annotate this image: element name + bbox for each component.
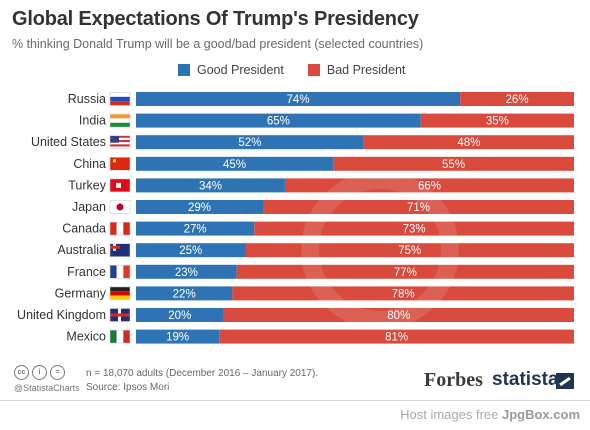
data-label-good: 22% [173, 288, 196, 300]
data-label-bad: 55% [442, 159, 465, 171]
data-label-good: 52% [238, 137, 261, 149]
category-label: United Kingdom [17, 308, 106, 322]
data-label-good: 23% [175, 267, 198, 279]
bar-bad-china [333, 156, 574, 171]
sample-note: n = 18,070 adults (December 2016 – Janua… [86, 368, 319, 379]
data-label-bad: 75% [398, 245, 421, 257]
statista-handle: @StatistaCharts [14, 383, 80, 393]
data-label-good: 25% [179, 245, 202, 257]
watermark-text: Host images free [400, 407, 502, 422]
flag-icon-Turkey [109, 178, 131, 193]
statista-watermark-icon [301, 171, 459, 329]
bar-bad-mexico [219, 329, 574, 344]
attribution-icon: i [32, 365, 47, 380]
flag-icon-Canada [109, 221, 131, 236]
category-label: Turkey [68, 178, 106, 192]
bar-good-canada [136, 221, 255, 236]
source-note: Source: Ipsos Mori [86, 382, 170, 393]
flag-icon-France [109, 264, 131, 279]
bar-good-india [136, 113, 421, 128]
data-label-good: 19% [166, 332, 189, 344]
flag-icon-Germany [109, 286, 131, 301]
category-label: Australia [57, 243, 106, 257]
no-derivatives-icon: = [50, 365, 65, 380]
category-label: Mexico [66, 330, 106, 344]
data-label-good: 20% [168, 310, 191, 322]
bar-bad-france [236, 264, 575, 279]
data-label-good: 27% [184, 224, 207, 236]
category-label: Russia [68, 92, 106, 106]
statista-logo: statista [492, 369, 559, 390]
data-label-bad: 26% [506, 94, 529, 106]
bar-bad-germany [232, 286, 575, 301]
forbes-logo: Forbes [424, 369, 483, 391]
stacked-bar-chart: Russia 74% 26% India 65% 35% United States 52% 4… [17, 92, 575, 344]
bar-good-united-states [136, 135, 364, 150]
legend-item-bad: Bad President [307, 63, 406, 77]
flag-icon-Mexico [109, 329, 131, 344]
data-label-good: 29% [188, 202, 211, 214]
bar-bad-united-kingdom [223, 308, 574, 322]
legend-label-good: Good President [197, 63, 284, 77]
data-label-bad: 73% [403, 224, 426, 236]
footnote: n = 18,070 adults (December 2016 – Janua… [86, 367, 318, 395]
bar-good-france [136, 264, 237, 279]
data-label-good: 65% [267, 116, 290, 128]
chart-subtitle: % thinking Donald Trump will be a good/b… [12, 37, 424, 51]
data-label-bad: 81% [385, 332, 408, 344]
flag-icon-Australia [109, 243, 131, 257]
bar-bad-turkey [284, 178, 574, 193]
flag-icon-India [109, 113, 131, 128]
watermark: Host images free JpgBox.com [400, 407, 580, 422]
legend-item-good: Good President [178, 63, 284, 77]
data-label-bad: 80% [387, 310, 410, 322]
data-label-bad: 78% [392, 288, 415, 300]
category-label: Japan [72, 200, 106, 214]
flag-icon-Russia [109, 92, 131, 106]
legend-swatch-bad [307, 64, 320, 76]
category-label: United States [31, 135, 106, 149]
statista-logo-icon [556, 373, 574, 389]
legend-swatch-good [178, 64, 190, 76]
data-label-bad: 71% [407, 202, 430, 214]
watermark-site: JpgBox.com [501, 407, 580, 422]
bar-bad-japan [263, 200, 574, 214]
chart-legend: Good President Bad President [178, 63, 429, 77]
bar-good-mexico [136, 329, 220, 344]
legend-label-bad: Bad President [326, 63, 406, 77]
category-label: India [79, 114, 106, 128]
cc-icon: cc [14, 365, 29, 380]
license-icons: cc i = [14, 365, 65, 380]
data-label-good: 74% [287, 94, 310, 106]
category-label: China [73, 157, 106, 171]
bar-bad-united-states [363, 135, 574, 150]
category-label: Canada [62, 222, 106, 236]
bar-bad-russia [460, 92, 574, 106]
category-label: Germany [55, 286, 107, 300]
bar-good-japan [136, 200, 264, 214]
data-label-bad: 77% [394, 267, 417, 279]
data-label-good: 45% [223, 159, 246, 171]
data-label-bad: 66% [418, 180, 441, 192]
data-label-good: 34% [199, 180, 222, 192]
data-label-bad: 35% [486, 116, 509, 128]
bar-good-australia [136, 243, 246, 258]
bar-bad-australia [245, 243, 574, 258]
bar-good-china [136, 156, 334, 171]
flag-icon-China [109, 157, 131, 171]
chart-title: Global Expectations Of Trump's Presidenc… [12, 8, 419, 30]
flag-icon-United Kingdom [109, 308, 131, 322]
bar-bad-canada [254, 221, 574, 236]
flag-icon-United States [109, 135, 131, 149]
bar-good-turkey [136, 178, 285, 193]
flag-icon-Japan [109, 200, 131, 214]
bar-good-russia [136, 92, 461, 106]
data-label-bad: 48% [457, 137, 480, 149]
category-label: France [67, 265, 106, 279]
bar-good-germany [136, 286, 233, 301]
bar-good-united-kingdom [136, 308, 224, 322]
bar-bad-india [420, 113, 574, 128]
